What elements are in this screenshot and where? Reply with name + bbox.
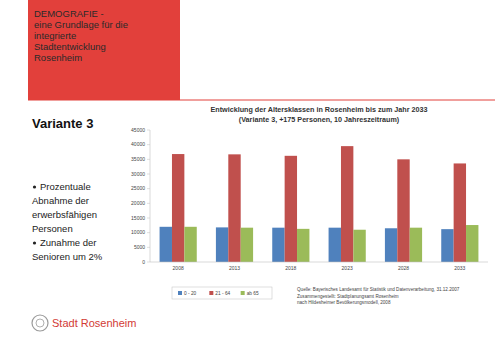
logo-text: Stadt Rosenheim — [52, 317, 136, 329]
bar — [241, 228, 253, 262]
bullet-dot — [33, 241, 36, 244]
background — [0, 0, 500, 353]
y-tick-label: 25000 — [131, 185, 145, 191]
bullet-text: Senioren um 2% — [32, 251, 103, 262]
y-tick-label: 10000 — [131, 229, 145, 235]
y-tick — [147, 130, 150, 131]
bar — [341, 146, 353, 262]
bullet-text: erwerbsfähigen — [32, 209, 97, 220]
y-tick-label: 0 — [142, 259, 145, 265]
x-tick-label: 2018 — [285, 265, 296, 271]
x-tick-label: 2008 — [173, 265, 184, 271]
legend-swatch — [241, 291, 245, 295]
logo-emblem-inner — [36, 319, 44, 327]
y-tick-label: 5000 — [134, 244, 145, 250]
legend-box — [172, 287, 272, 299]
bar — [285, 156, 297, 262]
x-axis — [150, 262, 488, 263]
y-tick — [147, 188, 150, 189]
chart-subtitle: (Variante 3, +175 Personen, 10 Jahreszei… — [239, 115, 400, 124]
legend: 0 - 20 21 - 64 ab 65 — [172, 287, 272, 299]
x-tick-label: 2023 — [342, 265, 353, 271]
logo-emblem — [32, 315, 48, 331]
bar — [272, 228, 284, 262]
chart-title: Entwicklung der Altersklassen in Rosenhe… — [210, 105, 427, 114]
source-note: nach Hildesheimer Bevölkerungsmodell, 20… — [297, 300, 391, 305]
bar — [184, 227, 196, 262]
header-text: integrierte — [34, 30, 76, 41]
x-tick-label: 2033 — [454, 265, 465, 271]
bar — [454, 163, 466, 262]
y-tick — [147, 232, 150, 233]
source-note: Zusammengestellt: Stadtplanungsamt Rosen… — [297, 294, 399, 299]
legend-label: 21 - 64 — [215, 291, 230, 296]
legend-swatch — [178, 291, 182, 295]
bullet-text: Abnahme der — [32, 195, 89, 206]
logo: Stadt Rosenheim — [32, 315, 136, 331]
y-tick-label: 30000 — [131, 171, 145, 177]
legend-swatch — [209, 291, 213, 295]
bar — [160, 227, 172, 262]
y-tick — [147, 218, 150, 219]
y-tick-label: 20000 — [131, 200, 145, 206]
x-tick-label: 2013 — [229, 265, 240, 271]
bar — [228, 154, 240, 262]
header-box — [28, 0, 180, 100]
bullet-text: Personen — [32, 223, 73, 234]
y-axis — [150, 130, 151, 262]
x-tick-label: 2028 — [398, 265, 409, 271]
legend-label: ab 65 — [247, 291, 259, 296]
header-text: DEMOGRAFIE - — [34, 8, 104, 19]
header-text: Rosenheim — [34, 52, 82, 63]
header-rule — [28, 100, 495, 101]
bar — [216, 227, 228, 262]
bar — [385, 228, 397, 262]
y-tick-label: 45000 — [131, 127, 145, 133]
bar — [172, 154, 184, 262]
bars — [160, 146, 479, 262]
bar — [441, 229, 453, 262]
y-tick-label: 15000 — [131, 215, 145, 221]
bar — [329, 228, 341, 262]
y-tick — [147, 247, 150, 248]
y-tick-label: 40000 — [131, 141, 145, 147]
y-tick — [147, 159, 150, 160]
bar — [397, 159, 409, 262]
bullet-text: Prozentuale — [40, 181, 91, 192]
y-tick — [147, 262, 150, 263]
y-tick — [147, 144, 150, 145]
bullet-dot — [33, 185, 36, 188]
slide: DEMOGRAFIE -eine Grundlage für dieintegr… — [0, 0, 500, 353]
legend-label: 0 - 20 — [184, 291, 197, 296]
y-tick — [147, 174, 150, 175]
bullet-text: Zunahme der — [40, 237, 97, 248]
bar — [410, 228, 422, 262]
source-note: Quelle: Bayerisches Landesamt für Statis… — [297, 287, 460, 292]
heading: Variante 3 — [32, 116, 93, 131]
bar — [466, 225, 478, 262]
y-tick — [147, 203, 150, 204]
bar — [353, 230, 365, 262]
bar — [297, 229, 309, 262]
y-tick-label: 35000 — [131, 156, 145, 162]
header-text: Stadtentwicklung — [34, 41, 106, 52]
header-text: eine Grundlage für die — [34, 19, 128, 30]
